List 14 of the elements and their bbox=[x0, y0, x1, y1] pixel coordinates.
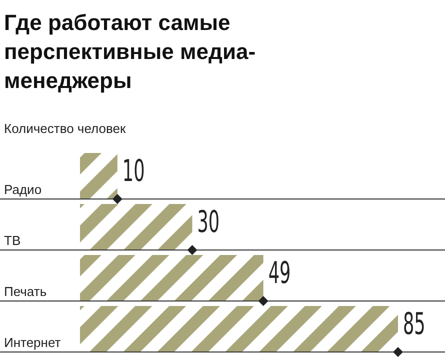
data-label: 85 bbox=[403, 306, 426, 342]
chart-title: Где работают самые перспективные медиа-менеджеры bbox=[4, 10, 256, 93]
y-tick-label: Печать bbox=[4, 284, 47, 299]
data-label: 30 bbox=[197, 204, 220, 240]
y-tick-label: ТВ bbox=[4, 233, 21, 248]
y-tick-label: Интернет bbox=[4, 335, 61, 350]
bar bbox=[80, 204, 192, 250]
bar bbox=[80, 153, 118, 199]
chart-subtitle: Количество человек bbox=[4, 121, 126, 136]
y-tick-label: Радио bbox=[4, 182, 42, 197]
data-label: 10 bbox=[122, 154, 145, 188]
bar bbox=[80, 255, 264, 301]
data-label: 49 bbox=[268, 256, 291, 290]
bar bbox=[80, 306, 398, 352]
